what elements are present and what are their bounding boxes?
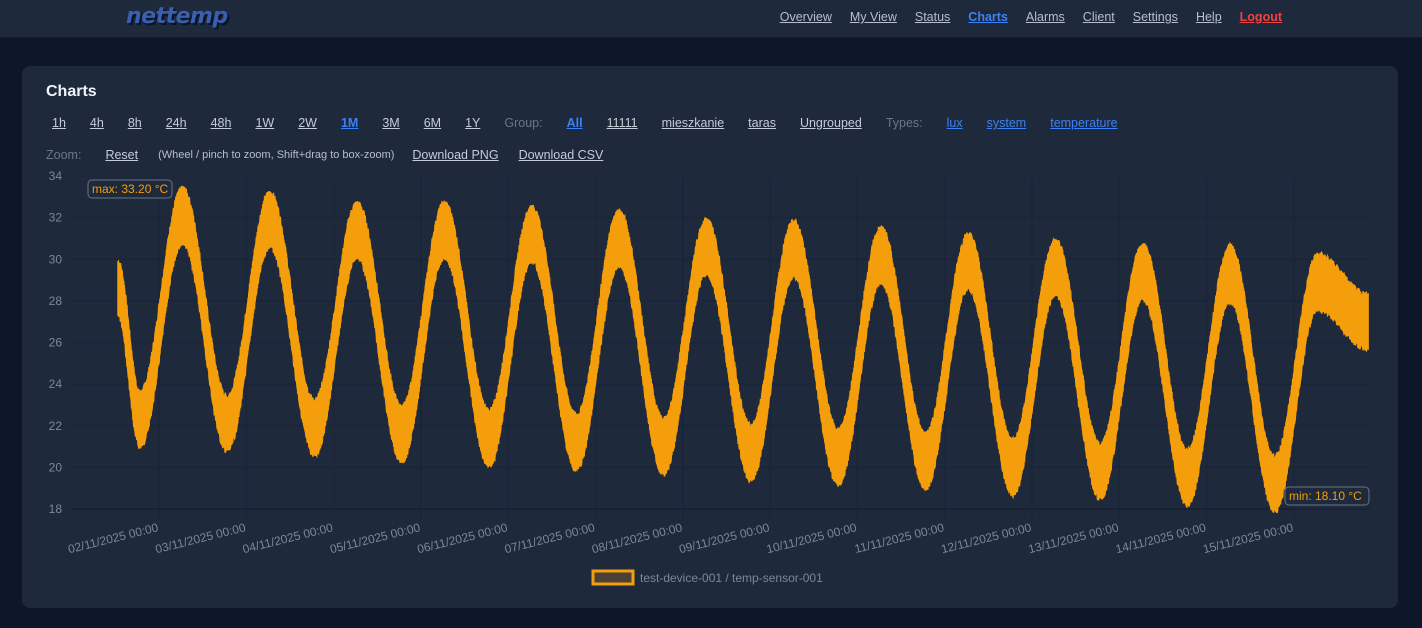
range-1Y[interactable]: 1Y <box>465 116 481 130</box>
range-48h[interactable]: 48h <box>210 116 232 130</box>
y-tick-label: 32 <box>49 211 63 225</box>
zoom-reset-link[interactable]: Reset <box>105 148 139 162</box>
group-label: Group: <box>504 116 543 130</box>
y-tick-label: 30 <box>49 252 63 266</box>
max-annotation: max: 33.20 °C <box>87 179 173 199</box>
filter-row: 1h 4h 8h 24h 48h 1W 2W 1M 3M 6M 1Y Group: All 11111 mi… <box>52 116 1142 130</box>
x-tick-label: 08/11/2025 00:00 <box>590 520 683 556</box>
y-tick-label: 20 <box>49 460 63 474</box>
y-tick-label: 18 <box>49 502 63 516</box>
main-nav: Overview My View Status Charts Alarms Client S… <box>780 10 1282 24</box>
range-8h[interactable]: 8h <box>127 116 142 130</box>
nav-status[interactable]: Status <box>914 10 951 24</box>
nav-my-view[interactable]: My View <box>849 10 897 24</box>
x-tick-label: 06/11/2025 00:00 <box>416 520 509 556</box>
range-4h[interactable]: 4h <box>89 116 104 130</box>
download-png-link[interactable]: Download PNG <box>412 148 499 162</box>
type-temperature[interactable]: temperature <box>1050 116 1118 130</box>
x-tick-label: 09/11/2025 00:00 <box>678 520 771 556</box>
type-system[interactable]: system <box>986 116 1027 130</box>
group-11111[interactable]: 11111 <box>606 116 638 130</box>
range-1h[interactable]: 1h <box>52 116 66 130</box>
nettemp-logo[interactable]: nettemp <box>126 4 228 29</box>
group-ungrouped[interactable]: Ungrouped <box>799 116 862 130</box>
zoom-row: Zoom: Reset (Wheel / pinch to zoom, Shif… <box>46 148 623 162</box>
y-tick-label: 24 <box>49 377 63 391</box>
series-band-temp-sensor[interactable] <box>117 185 1369 514</box>
page-title: Charts <box>46 83 97 100</box>
x-tick-label: 05/11/2025 00:00 <box>328 520 421 556</box>
nav-help[interactable]: Help <box>1195 10 1222 24</box>
group-all[interactable]: All <box>566 116 583 130</box>
x-tick-label: 13/11/2025 00:00 <box>1027 520 1120 556</box>
download-csv-link[interactable]: Download CSV <box>518 148 604 162</box>
type-lux[interactable]: lux <box>946 116 963 130</box>
group-mieszkanie[interactable]: mieszkanie <box>661 116 725 130</box>
x-tick-label: 12/11/2025 00:00 <box>940 520 1033 556</box>
nav-client[interactable]: Client <box>1082 10 1115 24</box>
group-taras[interactable]: taras <box>748 116 776 130</box>
y-tick-label: 26 <box>49 336 63 350</box>
y-tick-label: 28 <box>49 294 63 308</box>
zoom-label: Zoom: <box>46 148 82 162</box>
y-tick-label: 34 <box>49 169 63 183</box>
nav-overview[interactable]: Overview <box>779 10 832 24</box>
range-2W[interactable]: 2W <box>298 116 317 130</box>
nav-charts[interactable]: Charts <box>968 10 1008 24</box>
x-tick-label: 04/11/2025 00:00 <box>241 520 334 556</box>
x-tick-label: 10/11/2025 00:00 <box>765 520 858 556</box>
x-tick-label: 11/11/2025 00:00 <box>853 520 946 556</box>
x-tick-label: 07/11/2025 00:00 <box>503 520 596 556</box>
charts-card: Charts 1h 4h 8h 24h 48h 1W 2W 1M 3M 6M 1Y Group: All… <box>22 66 1398 608</box>
x-tick-label: 14/11/2025 00:00 <box>1114 520 1207 556</box>
min-annotation: min: 18.10 °C <box>1284 486 1370 506</box>
range-1W[interactable]: 1W <box>255 116 275 130</box>
nav-logout[interactable]: Logout <box>1239 10 1282 24</box>
top-navbar: nettemp Overview My View Status Charts Alarm… <box>0 0 1422 38</box>
nav-settings[interactable]: Settings <box>1132 10 1178 24</box>
range-3M[interactable]: 3M <box>382 116 400 130</box>
x-tick-label: 02/11/2025 00:00 <box>67 520 160 556</box>
zoom-hint: (Wheel / pinch to zoom, Shift+drag to bo… <box>158 149 395 161</box>
max-annotation-text: max: 33.20 °C <box>92 182 169 196</box>
nav-alarms[interactable]: Alarms <box>1025 10 1065 24</box>
types-label: Types: <box>885 116 923 130</box>
range-24h[interactable]: 24h <box>165 116 187 130</box>
x-tick-label: 03/11/2025 00:00 <box>154 520 247 556</box>
range-1M[interactable]: 1M <box>340 116 359 130</box>
x-tick-label: 15/11/2025 00:00 <box>1201 520 1294 556</box>
range-6M[interactable]: 6M <box>423 116 442 130</box>
legend-label[interactable]: test-device-001 / temp-sensor-001 <box>640 571 823 585</box>
min-annotation-text: min: 18.10 °C <box>1289 489 1362 503</box>
y-tick-label: 22 <box>49 419 63 433</box>
legend-swatch[interactable] <box>591 569 635 586</box>
